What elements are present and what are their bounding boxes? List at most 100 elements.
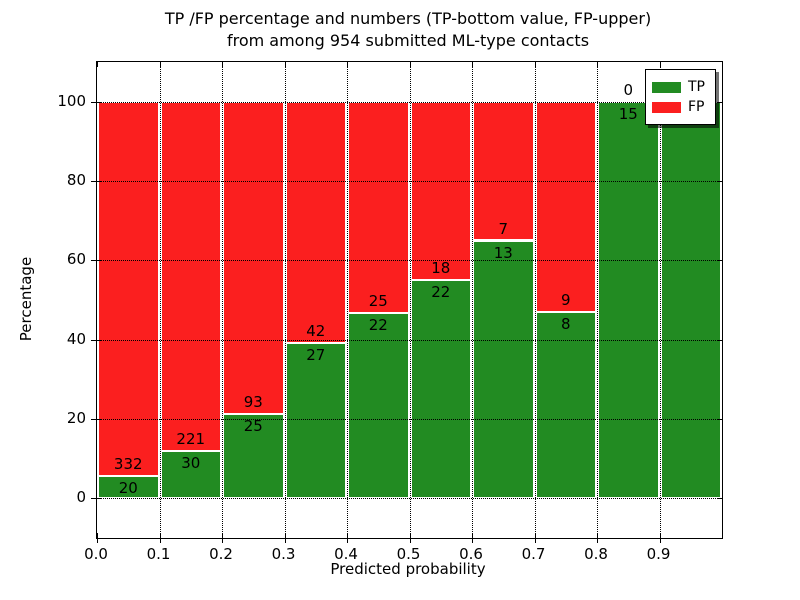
x-tick-mark [347, 538, 348, 543]
legend-item-tp: TP [652, 77, 709, 97]
y-tick-mark-inner [97, 181, 102, 182]
vertical-gridline [409, 62, 411, 538]
tp-count-label: 25 [243, 417, 263, 436]
tp-bar-segment [598, 101, 659, 499]
x-tick-mark [284, 538, 286, 543]
x-tick-mark-inner [409, 533, 411, 538]
x-tick-mark-top [222, 62, 223, 67]
tp-bar-segment [160, 450, 221, 499]
x-tick-mark-inner [597, 533, 598, 538]
x-tick-mark [472, 538, 473, 543]
y-tick-mark-right [717, 101, 722, 103]
y-tick-mark [91, 260, 96, 262]
x-tick-mark-inner [284, 533, 286, 538]
tp-bar-segment [348, 312, 409, 499]
tp-bar-segment [410, 280, 471, 499]
y-tick-mark-inner [97, 498, 102, 500]
x-tick-mark-inner [97, 533, 98, 538]
chart-title-line2: from among 954 submitted ML-type contact… [226, 31, 590, 50]
x-tick-label: 0.7 [521, 545, 546, 563]
x-tick-mark-inner [347, 533, 348, 538]
vertical-gridline [347, 62, 348, 538]
y-tick-mark-inner [97, 419, 102, 420]
bar-value-labels-layer: 3322022130932542272522182271398015025 [97, 62, 722, 538]
x-tick-label: 0.8 [584, 545, 608, 563]
fp-bar-segment [473, 101, 534, 241]
y-tick-mark-right [717, 260, 722, 262]
x-tick-mark [409, 538, 411, 543]
x-tick-mark-top [284, 62, 286, 67]
x-tick-mark-top [597, 62, 598, 67]
tp-count-label: 27 [306, 346, 326, 365]
fp-bar-segment [535, 101, 596, 312]
tp-bar-segment [98, 475, 159, 499]
x-tick-mark-inner [472, 533, 473, 538]
y-tick-label: 100 [57, 91, 86, 110]
x-tick-mark-top [472, 62, 473, 67]
tp-bar-segment [285, 343, 346, 499]
grid-layer [97, 62, 722, 538]
fp-bar-segment [285, 101, 346, 344]
x-tick-mark-inner [159, 533, 161, 538]
fp-color-swatch [652, 101, 681, 113]
y-tick-mark-inner [97, 260, 102, 262]
fp-count-label: 0 [623, 80, 634, 99]
tp-count-label: 20 [118, 478, 138, 497]
fp-count-label: 9 [560, 290, 571, 309]
tick-marks-layer [91, 62, 722, 543]
y-tick-label: 40 [66, 329, 86, 348]
x-tick-label: 0.0 [84, 545, 108, 563]
x-tick-mark [597, 538, 598, 543]
chart-title-line1: TP /FP percentage and numbers (TP-bottom… [164, 9, 652, 28]
y-tick-mark [91, 101, 96, 103]
fp-count-label: 332 [113, 454, 143, 473]
x-tick-mark-inner [534, 533, 536, 538]
fp-bar-segment [98, 101, 159, 476]
y-tick-mark [91, 181, 96, 182]
fp-bar-segment [410, 101, 471, 281]
x-tick-mark-top [534, 62, 536, 67]
tp-count-label: 30 [181, 453, 201, 472]
vertical-gridline [222, 62, 223, 538]
y-tick-mark [91, 498, 96, 500]
legend-label-tp: TP [688, 79, 705, 95]
x-tick-mark-top [347, 62, 348, 67]
tp-bar-segment [660, 101, 721, 499]
x-tick-label: 0.1 [146, 545, 171, 563]
x-axis-label: Predicted probability [330, 560, 486, 578]
fp-count-label: 42 [306, 322, 326, 341]
y-tick-label: 0 [76, 488, 86, 507]
x-tick-mark [97, 538, 98, 543]
y-tick-mark [91, 419, 96, 420]
vertical-gridline [534, 62, 536, 538]
y-tick-label: 80 [66, 171, 86, 189]
x-tick-label: 0.5 [396, 545, 421, 563]
y-tick-mark-right [717, 339, 722, 341]
y-tick-mark [91, 339, 96, 341]
tp-count-label: 22 [431, 283, 451, 302]
x-tick-mark-inner [222, 533, 223, 538]
x-tick-mark [222, 538, 223, 543]
fp-bar-segment [160, 101, 221, 451]
tp-bar-segment [535, 311, 596, 499]
tp-bar-segment [223, 414, 284, 499]
x-tick-mark-top [159, 62, 161, 67]
y-tick-label: 20 [66, 409, 86, 427]
vertical-gridline [597, 62, 598, 538]
y-tick-mark-inner [97, 101, 102, 103]
tp-count-label: 13 [493, 243, 513, 262]
x-tick-label: 0.2 [209, 545, 233, 563]
fp-count-label: 25 [368, 291, 388, 310]
vertical-gridline [659, 62, 661, 538]
legend: TP FP [645, 69, 716, 125]
x-tick-label: 0.3 [271, 545, 296, 563]
y-tick-label: 60 [66, 250, 86, 269]
y-axis-label: Percentage [17, 256, 35, 342]
legend-item-fp: FP [652, 97, 709, 117]
x-tick-mark-top [97, 62, 98, 67]
y-tick-mark-right [717, 181, 722, 182]
chart-title: TP /FP percentage and numbers (TP-bottom… [58, 8, 758, 52]
x-tick-label: 0.9 [646, 545, 671, 563]
tp-bar-segment [473, 240, 534, 499]
